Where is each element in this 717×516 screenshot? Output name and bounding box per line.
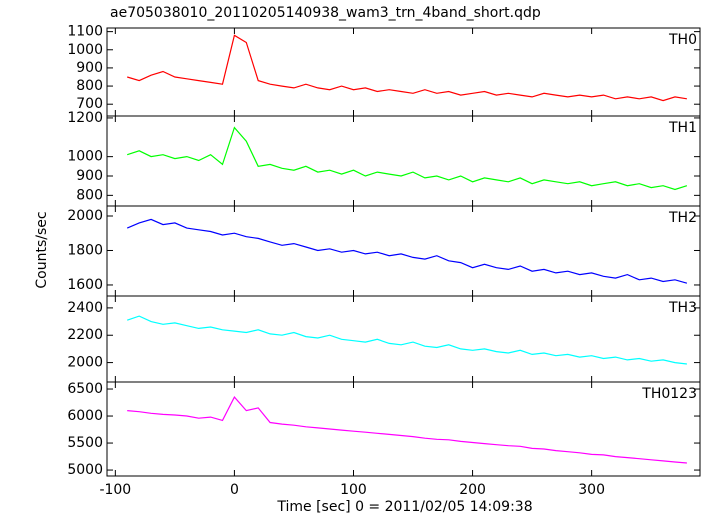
x-tick-label: 300	[578, 482, 605, 498]
y-axis-label: Counts/sec	[34, 211, 50, 288]
x-axis-label: Time [sec] 0 = 2011/02/05 14:09:38	[276, 499, 532, 515]
y-tick-label: 2200	[67, 327, 103, 343]
series-name: TH3	[668, 300, 697, 316]
chart-title: ae705038010_20110205140938_wam3_trn_4ban…	[110, 5, 541, 21]
x-tick-label: 0	[230, 482, 239, 498]
y-tick-label: 800	[76, 78, 103, 94]
series-line	[127, 126, 688, 191]
y-tick-label: 700	[76, 96, 103, 112]
series-line	[126, 218, 688, 284]
x-tick-label: -100	[99, 482, 131, 498]
panel-frame	[106, 295, 701, 383]
y-tick-label: 800	[76, 187, 103, 203]
panel-frame	[106, 27, 701, 117]
series-name: TH0123	[641, 386, 697, 402]
panel-frame	[106, 115, 701, 207]
series-name: TH0	[668, 32, 697, 48]
y-tick-label: 6500	[67, 381, 103, 397]
series-line	[127, 34, 687, 102]
series-line	[127, 396, 687, 464]
panel-frame	[106, 205, 701, 297]
x-tick-label: 200	[459, 482, 486, 498]
y-tick-label: 900	[76, 168, 103, 184]
panel-frame	[106, 381, 701, 477]
y-tick-label: 900	[76, 60, 103, 76]
x-tick-label: 100	[340, 482, 367, 498]
y-tick-label: 1100	[67, 24, 103, 40]
y-tick-label: 5500	[67, 435, 103, 451]
series-line	[127, 315, 687, 365]
y-tick-label: 2000	[67, 208, 103, 224]
y-tick-label: 2400	[67, 300, 103, 316]
y-tick-label: 6000	[67, 408, 103, 424]
series-name: TH1	[668, 120, 697, 136]
y-tick-label: 1600	[67, 277, 103, 293]
series-name: TH2	[668, 210, 697, 226]
y-tick-label: 2000	[67, 355, 103, 371]
y-tick-label: 1200	[67, 110, 103, 126]
y-tick-label: 1000	[67, 42, 103, 58]
y-tick-label: 1000	[67, 149, 103, 165]
y-tick-label: 5000	[67, 462, 103, 478]
y-tick-label: 1800	[67, 242, 103, 258]
